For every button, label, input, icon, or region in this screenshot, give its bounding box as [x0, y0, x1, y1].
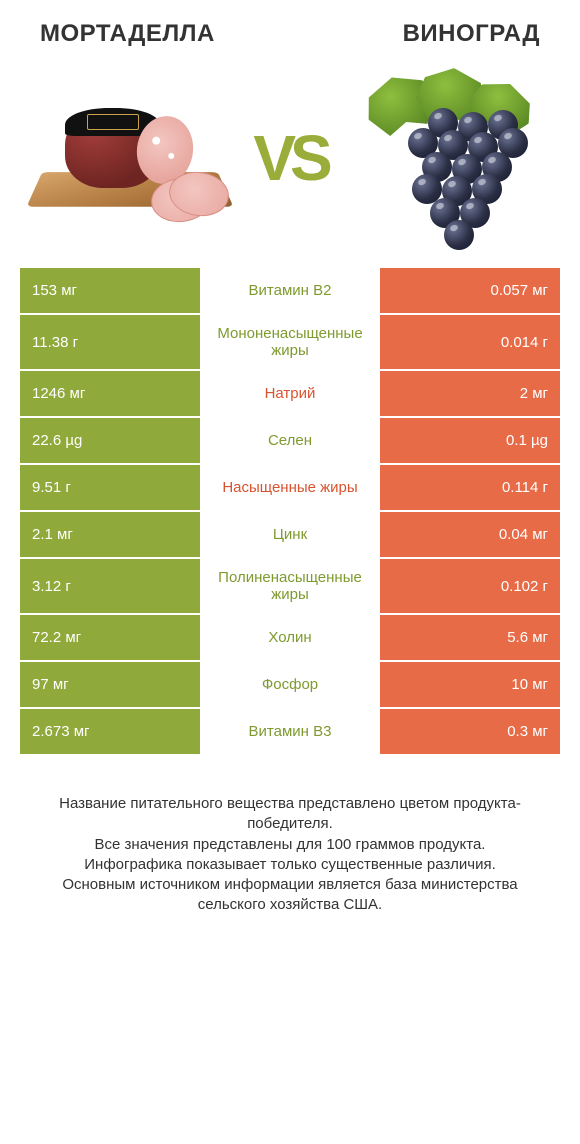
right-value: 5.6 мг [380, 615, 560, 660]
images-row: VS [20, 58, 560, 268]
table-row: 1246 мгНатрий2 мг [20, 369, 560, 416]
right-product-image [350, 68, 550, 248]
right-value: 0.04 мг [380, 512, 560, 557]
left-value: 22.6 µg [20, 418, 200, 463]
table-row: 22.6 µgСелен0.1 µg [20, 416, 560, 463]
nutrient-name: Цинк [200, 512, 380, 557]
table-row: 2.1 мгЦинк0.04 мг [20, 510, 560, 557]
grapes-icon [360, 68, 540, 248]
footer-line: Все значения представлены для 100 граммо… [40, 835, 540, 855]
nutrient-name: Холин [200, 615, 380, 660]
left-value: 97 мг [20, 662, 200, 707]
nutrient-name: Фосфор [200, 662, 380, 707]
nutrient-name: Натрий [200, 371, 380, 416]
left-product-title: МОРТАДЕЛЛА [40, 20, 215, 48]
right-value: 2 мг [380, 371, 560, 416]
left-value: 3.12 г [20, 559, 200, 613]
mortadella-icon [35, 88, 225, 228]
nutrient-name: Витамин B2 [200, 268, 380, 313]
left-value: 2.1 мг [20, 512, 200, 557]
right-value: 0.102 г [380, 559, 560, 613]
footer-line: Основным источником информации является … [40, 875, 540, 916]
footer-line: Название питательного вещества представл… [40, 794, 540, 835]
right-value: 0.057 мг [380, 268, 560, 313]
nutrient-name: Селен [200, 418, 380, 463]
left-value: 2.673 мг [20, 709, 200, 754]
table-row: 72.2 мгХолин5.6 мг [20, 613, 560, 660]
nutrient-name: Насыщенные жиры [200, 465, 380, 510]
right-value: 0.1 µg [380, 418, 560, 463]
nutrient-name: Мононенасыщенные жиры [200, 315, 380, 369]
table-row: 11.38 гМононенасыщенные жиры0.014 г [20, 313, 560, 369]
left-value: 153 мг [20, 268, 200, 313]
left-value: 1246 мг [20, 371, 200, 416]
comparison-table: 153 мгВитамин B20.057 мг11.38 гМононенас… [20, 268, 560, 754]
table-row: 2.673 мгВитамин B30.3 мг [20, 707, 560, 754]
right-value: 0.114 г [380, 465, 560, 510]
header: МОРТАДЕЛЛА ВИНОГРАД [20, 20, 560, 58]
nutrient-name: Витамин B3 [200, 709, 380, 754]
table-row: 3.12 гПолиненасыщенные жиры0.102 г [20, 557, 560, 613]
table-row: 9.51 гНасыщенные жиры0.114 г [20, 463, 560, 510]
right-product-title: ВИНОГРАД [403, 20, 540, 48]
left-value: 72.2 мг [20, 615, 200, 660]
nutrient-name: Полиненасыщенные жиры [200, 559, 380, 613]
infographic-container: МОРТАДЕЛЛА ВИНОГРАД VS [0, 0, 580, 916]
right-value: 0.014 г [380, 315, 560, 369]
left-value: 11.38 г [20, 315, 200, 369]
left-product-image [30, 68, 230, 248]
footer-note: Название питательного вещества представл… [20, 754, 560, 916]
left-value: 9.51 г [20, 465, 200, 510]
right-value: 0.3 мг [380, 709, 560, 754]
table-row: 97 мгФосфор10 мг [20, 660, 560, 707]
footer-line: Инфографика показывает только существенн… [40, 855, 540, 875]
right-value: 10 мг [380, 662, 560, 707]
vs-label: VS [253, 121, 326, 195]
table-row: 153 мгВитамин B20.057 мг [20, 268, 560, 313]
